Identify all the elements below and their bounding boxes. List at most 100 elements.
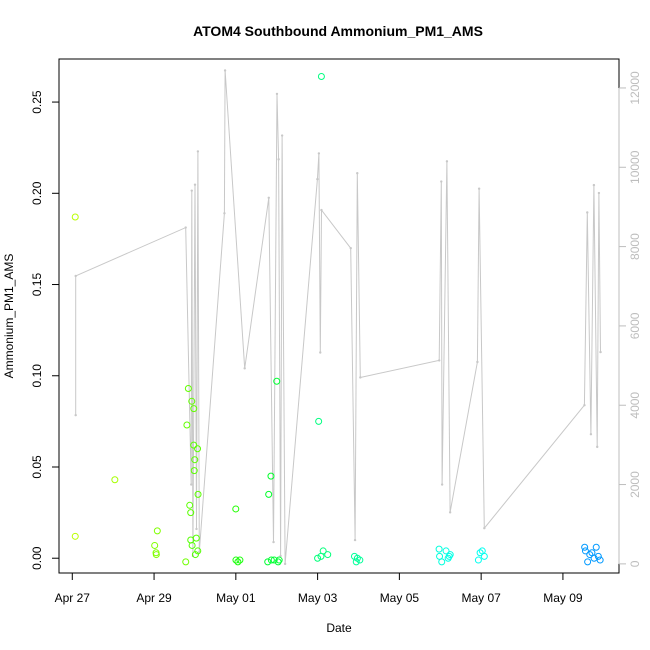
- y-tick-label: 0.10: [30, 364, 44, 388]
- y2-series-point: [317, 152, 321, 155]
- data-point: [190, 405, 198, 413]
- y2-series-point: [589, 432, 593, 436]
- data-point: [356, 556, 364, 564]
- y2-tick-label: 4000: [628, 392, 642, 419]
- data-point: [232, 556, 240, 564]
- y2-series-point: [319, 351, 322, 354]
- data-point: [435, 545, 443, 553]
- data-point: [191, 551, 199, 559]
- y2-series-line: [75, 70, 601, 564]
- y2-series-point: [583, 404, 586, 407]
- y2-series-point: [196, 150, 200, 153]
- y2-series-point: [356, 172, 359, 175]
- data-point: [188, 541, 196, 549]
- y-axis-label: Ammonium_PM1_AMS: [2, 254, 16, 379]
- y2-series-point: [359, 376, 362, 379]
- data-point: [153, 527, 161, 535]
- y2-tick-label: 0: [628, 560, 642, 567]
- data-point: [232, 505, 240, 513]
- y2-series-point: [320, 208, 323, 212]
- data-point: [234, 558, 242, 566]
- y2-series-point: [243, 367, 246, 370]
- x-tick-label: May 03: [298, 591, 338, 605]
- y2-tick-label: 2000: [628, 471, 642, 498]
- y2-series-point: [195, 527, 198, 531]
- y2-tick-label: 6000: [628, 312, 642, 339]
- y2-series-point: [223, 212, 226, 215]
- y2-series-point: [448, 511, 452, 514]
- y2-series-point: [440, 180, 443, 183]
- y2-series-point: [353, 538, 357, 542]
- y2-series-point: [283, 562, 287, 566]
- axes-layer: Apr 27 Apr 29 May 01 May 03 May 05 May 07 May …: [30, 71, 642, 605]
- data-point: [592, 543, 600, 551]
- data-point: [194, 547, 202, 555]
- x-tick-label: May 07: [461, 591, 501, 605]
- data-point: [476, 549, 484, 557]
- data-point: [186, 501, 194, 509]
- data-point: [586, 551, 594, 559]
- y2-series-point: [445, 160, 449, 163]
- y2-series-point: [193, 183, 197, 186]
- y2-series-point: [597, 191, 601, 195]
- data-point: [151, 541, 159, 549]
- data-point: [71, 213, 79, 221]
- y2-series-point: [190, 483, 193, 486]
- data-point: [584, 558, 592, 566]
- y2-tick-label: 10000: [628, 150, 642, 184]
- data-point: [270, 556, 278, 564]
- data-point: [480, 552, 488, 560]
- data-point: [265, 490, 273, 498]
- data-point: [267, 472, 275, 480]
- data-point: [194, 445, 202, 453]
- y2-series-point: [280, 134, 284, 137]
- y2-series-layer: [74, 69, 602, 566]
- y2-series-point: [592, 183, 596, 187]
- y2-series-point: [586, 211, 589, 214]
- data-point: [596, 556, 604, 564]
- y2-series-point: [599, 350, 602, 354]
- data-point: [352, 558, 360, 566]
- data-point: [182, 558, 190, 566]
- y-tick-label: 0.00: [30, 546, 44, 570]
- data-point: [314, 554, 322, 562]
- data-point: [317, 73, 325, 81]
- y2-series-point: [483, 526, 486, 530]
- data-point: [192, 534, 200, 542]
- data-point: [581, 547, 589, 555]
- data-point: [267, 556, 275, 564]
- data-point: [590, 554, 598, 562]
- data-point: [187, 509, 195, 517]
- x-axis-label: Date: [326, 621, 352, 635]
- x-tick-label: May 05: [380, 591, 420, 605]
- data-point: [581, 543, 589, 551]
- y-tick-label: 0.25: [30, 90, 44, 114]
- data-point: [71, 532, 79, 540]
- y2-series-point: [596, 445, 599, 449]
- points-layer: [71, 73, 604, 566]
- data-point: [190, 467, 198, 475]
- y2-series-point: [223, 69, 227, 72]
- data-point: [236, 556, 244, 564]
- data-point: [190, 441, 198, 449]
- y2-series-point: [267, 196, 270, 200]
- y2-series-point: [74, 274, 77, 278]
- y2-series-point: [349, 246, 352, 250]
- x-tick-label: May 09: [543, 591, 583, 605]
- y-tick-label: 0.15: [30, 273, 44, 297]
- data-point: [474, 556, 482, 564]
- y2-tick-label: 12000: [628, 71, 642, 105]
- plot-frame: [58, 58, 620, 574]
- data-point: [275, 556, 283, 564]
- y-tick-label: 0.20: [30, 181, 44, 205]
- y2-series-point: [184, 226, 187, 229]
- y2-series-point: [440, 483, 444, 486]
- data-point: [188, 397, 196, 405]
- y2-series-point: [279, 554, 282, 558]
- y2-series-point: [74, 413, 77, 417]
- y-tick-label: 0.05: [30, 455, 44, 479]
- chart-title: ATOM4 Southbound Ammonium_PM1_AMS: [193, 23, 483, 39]
- data-point: [184, 385, 192, 393]
- data-point: [183, 421, 191, 429]
- data-point: [152, 549, 160, 557]
